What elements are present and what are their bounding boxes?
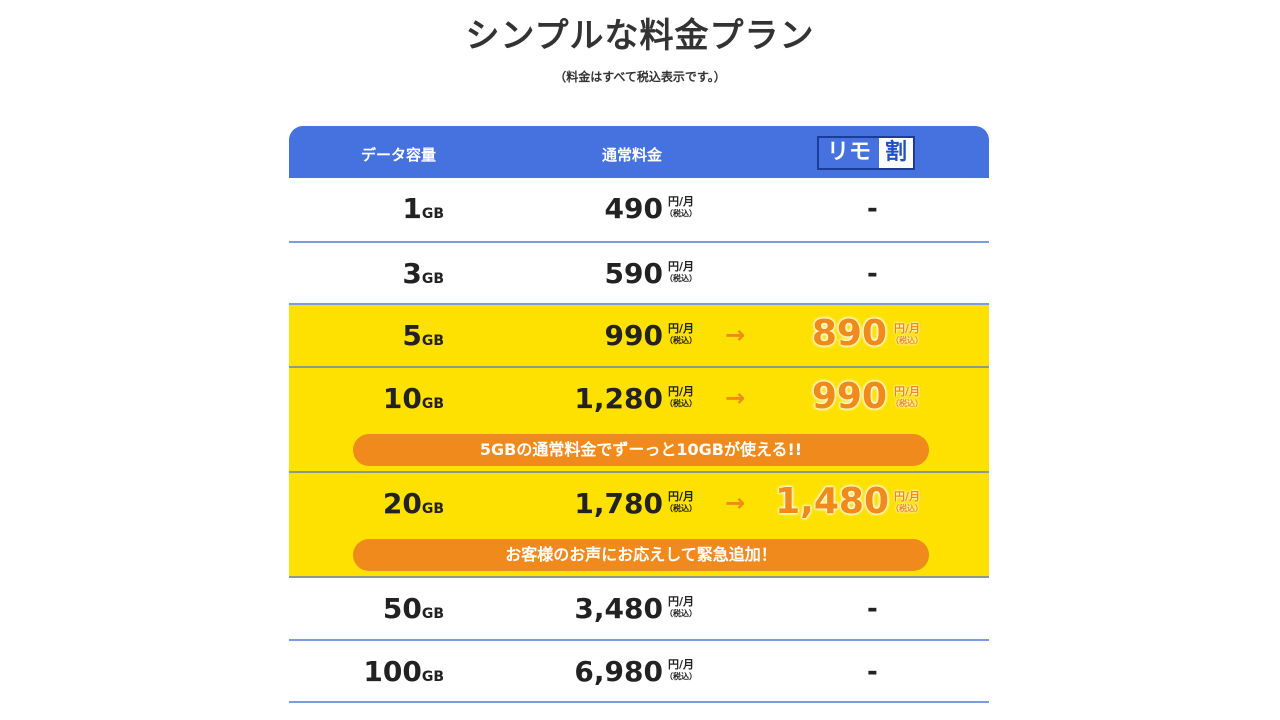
arrow-right-icon: → [725, 489, 746, 517]
header-data-capacity: データ容量 [361, 146, 437, 164]
price-unit: 円/月 （税込） [665, 658, 697, 682]
regular-price: 1,780 [574, 487, 663, 520]
page-title: シンプルな料金プラン [465, 16, 815, 56]
price-unit: 円/月 （税込） [665, 322, 697, 346]
no-discount-dash: - [867, 594, 878, 624]
regular-price: 6,980 [574, 655, 663, 688]
price-unit: 円/月 （税込） [665, 260, 697, 284]
price-unit: 円/月 （税込） [665, 195, 697, 219]
header-regular-price: 通常料金 [602, 146, 663, 164]
remo-discount-price: 890 [811, 313, 887, 354]
table-header: データ容量 通常料金 リモ 割 [289, 126, 989, 178]
arrow-right-icon: → [725, 321, 746, 349]
data-capacity: 1GB [402, 192, 444, 225]
no-discount-dash: - [867, 657, 878, 687]
table-row: 20GB 1,780 円/月 （税込） → 1,480 円/月 （税込） お客様のお声に… [289, 473, 989, 578]
promo-banner: 5GBの通常料金でずーっと10GBが使える!! [353, 434, 929, 466]
price-unit: 円/月 （税込） [665, 595, 697, 619]
price-unit: 円/月 （税込） [665, 490, 697, 514]
remo-label: リモ [819, 138, 880, 168]
promo-price-unit: 円/月 （税込） [891, 322, 923, 346]
price-unit: 円/月 （税込） [665, 385, 697, 409]
table-row: 100GB 6,980 円/月 （税込） - [289, 641, 989, 703]
remo-discount-price: 990 [811, 376, 887, 417]
regular-price: 1,280 [574, 382, 663, 415]
pricing-table: データ容量 通常料金 リモ 割 1GB 490 円/月 （税込） - 3GB 590… [289, 126, 989, 703]
table-row: 50GB 3,480 円/月 （税込） - [289, 578, 989, 641]
no-discount-dash: - [867, 259, 878, 289]
promo-banner: お客様のお声にお応えして緊急追加！ [353, 539, 929, 571]
data-capacity: 10GB [382, 382, 444, 415]
table-row: 3GB 590 円/月 （税込） - [289, 243, 989, 305]
arrow-right-icon: → [725, 384, 746, 412]
discount-label: 割 [879, 138, 914, 168]
promo-price-unit: 円/月 （税込） [891, 490, 923, 514]
regular-price: 990 [604, 319, 663, 352]
regular-price: 590 [604, 257, 663, 290]
tax-note: （料金はすべて税込表示です。） [554, 70, 726, 84]
data-capacity: 20GB [382, 487, 444, 520]
data-capacity: 3GB [402, 257, 444, 290]
data-capacity: 100GB [363, 655, 444, 688]
remo-discount-price: 1,480 [775, 481, 889, 522]
no-discount-dash: - [867, 194, 878, 224]
table-row: 5GB 990 円/月 （税込） → 890 円/月 （税込） [289, 305, 989, 368]
remo-discount-badge: リモ 割 [817, 136, 916, 170]
table-row: 10GB 1,280 円/月 （税込） → 990 円/月 （税込） 5GBの通常料金で… [289, 368, 989, 473]
regular-price: 3,480 [574, 592, 663, 625]
table-row: 1GB 490 円/月 （税込） - [289, 178, 989, 243]
promo-price-unit: 円/月 （税込） [891, 385, 923, 409]
data-capacity: 50GB [382, 592, 444, 625]
data-capacity: 5GB [402, 319, 444, 352]
regular-price: 490 [604, 192, 663, 225]
